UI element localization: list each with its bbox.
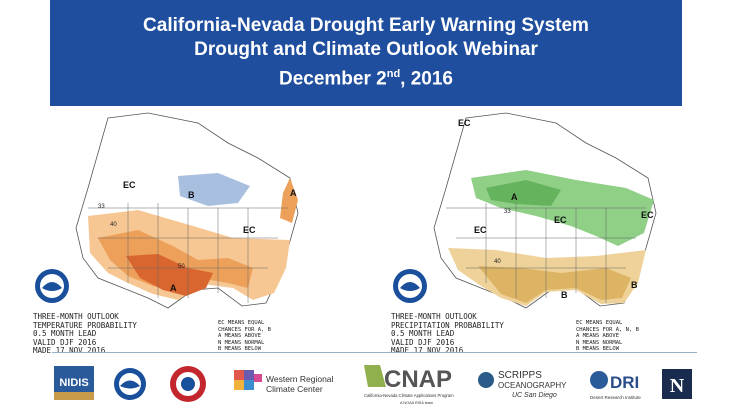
cnap-subtitle2: A NOAA RISA team (400, 401, 433, 405)
dri-text: DRI (610, 373, 639, 392)
title-line-3: December 2nd, 2016 (50, 62, 682, 91)
label-ec-mid: EC (554, 215, 567, 225)
title-line-1: California-Nevada Drought Early Warning … (143, 15, 589, 36)
dri-logo: DRI Desert Research Institute (590, 371, 641, 400)
nevada-logo: N (662, 369, 692, 399)
date-suffix-sup: nd (386, 68, 401, 80)
national-weather-service-logo-icon (170, 366, 206, 402)
label-ec-west: EC (123, 180, 136, 190)
noaa-logo-icon (114, 368, 146, 400)
scripps-line2: OCEANOGRAPHY (498, 381, 567, 390)
wrcc-line2: Climate Center (266, 384, 323, 394)
contour-50: 50 (178, 264, 185, 270)
contour-33: 33 (504, 209, 511, 215)
partner-logos-bar: NIDIS Western Regional Climate Center CN… (0, 358, 742, 414)
precipitation-outlook-map: EC A EC EC EC B B 40 33 THREE-MONTH OUTL… (386, 108, 686, 358)
contour-33: 33 (98, 204, 105, 210)
label-a-east: A (290, 188, 297, 198)
wrcc-line1: Western Regional (266, 374, 334, 384)
above-normal-dark-region (126, 254, 213, 296)
label-b-se: B (631, 280, 638, 290)
label-ec-central: EC (243, 225, 256, 235)
contour-40: 40 (110, 222, 117, 228)
scripps-wave-icon (478, 372, 494, 388)
nidis-logo-text: NIDIS (59, 377, 88, 389)
cnap-text: CNAP (384, 366, 452, 393)
label-ec-nw: EC (458, 118, 471, 128)
date-prefix: December 2 (278, 68, 387, 90)
label-ec-ne: EC (641, 210, 654, 220)
above-normal-northeast-region (280, 178, 298, 223)
above-normal-dark-region (486, 180, 561, 206)
scripps-line1: SCRIPPS (498, 370, 542, 381)
noaa-badge-icon (35, 269, 69, 303)
nidis-logo: NIDIS (54, 366, 94, 400)
label-b-north: B (188, 190, 195, 200)
temperature-map-info: THREE-MONTH OUTLOOK TEMPERATURE PROBABIL… (33, 312, 137, 355)
title-line-2: Drought and Climate Outlook Webinar (194, 39, 538, 60)
noaa-badge-icon (393, 269, 427, 303)
label-ec-west: EC (474, 225, 487, 235)
title-banner: California-Nevada Drought Early Warning … (50, 0, 682, 106)
wrcc-mosaic-icon (234, 370, 262, 390)
scripps-line3: UC San Diego (512, 392, 557, 399)
label-b-south: B (561, 290, 568, 300)
state-borders (446, 203, 646, 303)
temperature-map-legend: EC MEANS EQUAL CHANCES FOR A, B A MEANS … (218, 320, 271, 352)
cnap-logo: CNAP California-Nevada Climate Applicati… (364, 365, 454, 405)
cnap-subtitle: California-Nevada Climate Applications P… (364, 393, 454, 398)
temperature-map-graphic: EC B EC A A 40 50 33 (75, 112, 299, 309)
above-normal-mid-region (98, 230, 253, 290)
label-a-south: A (170, 283, 177, 293)
dri-subtitle: Desert Research Institute (590, 395, 641, 400)
precipitation-map-legend: EC MEANS EQUAL CHANCES FOR A, N, B A MEA… (576, 320, 639, 352)
scripps-logo: SCRIPPS OCEANOGRAPHY UC San Diego (478, 370, 567, 399)
below-normal-region (178, 173, 250, 206)
precipitation-map-info: THREE-MONTH OUTLOOK PRECIPITATION PROBAB… (391, 312, 504, 355)
footer-divider (52, 352, 697, 353)
temperature-outlook-map: EC B EC A A 40 50 33 THREE-MONTH OUTLOOK… (28, 108, 328, 358)
dri-globe-icon (590, 371, 608, 389)
label-a-north: A (511, 192, 518, 202)
state-borders (88, 203, 288, 303)
precipitation-map-graphic: EC A EC EC EC B B 40 33 (433, 112, 657, 309)
date-year: , 2016 (400, 68, 453, 90)
cnap-mark-icon (364, 365, 386, 387)
contour-40: 40 (494, 259, 501, 265)
nevada-letter: N (670, 375, 685, 397)
wrcc-logo: Western Regional Climate Center (234, 370, 334, 394)
